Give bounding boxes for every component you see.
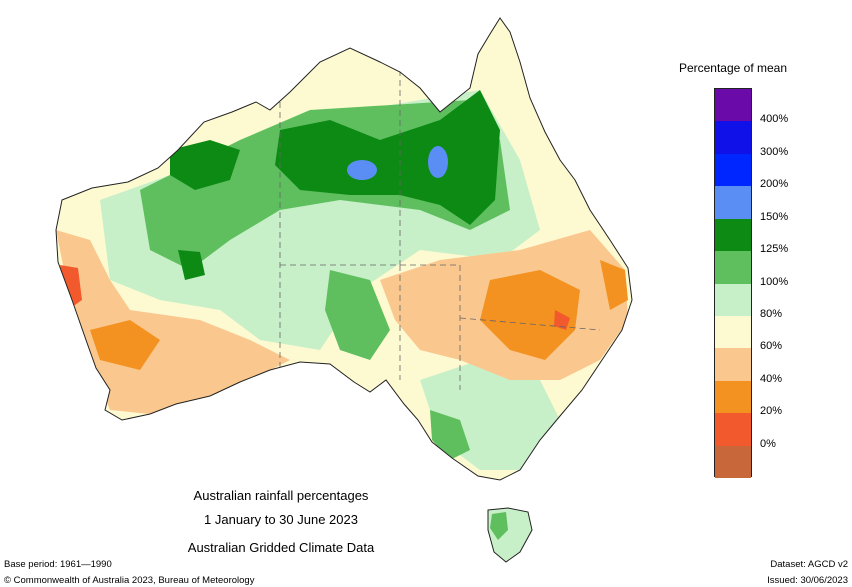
legend-label: 125%	[760, 243, 789, 256]
mainland-outline	[55, 17, 633, 481]
legend-label: 100%	[760, 275, 789, 288]
legend-label: 0%	[760, 437, 776, 450]
copyright: © Commonwealth of Australia 2023, Bureau…	[4, 575, 255, 586]
legend-label: 60%	[760, 340, 783, 353]
base-period: Base period: 1961—1990	[4, 559, 112, 570]
legend-label: 80%	[760, 307, 783, 320]
caption-title: Australian rainfall percentages	[193, 488, 369, 503]
legend-color-bar	[714, 88, 752, 479]
legend-swatch	[715, 251, 751, 284]
legend-swatch	[715, 153, 751, 187]
issued-date: Issued: 30/06/2023	[767, 575, 848, 586]
legend-swatch	[715, 186, 751, 220]
legend-label: 20%	[760, 405, 783, 418]
legend-swatch	[715, 380, 751, 414]
legend-swatch	[715, 89, 751, 122]
caption-dataset: Australian Gridded Climate Data	[187, 540, 375, 555]
legend-label: 150%	[760, 210, 789, 223]
legend-swatch	[715, 315, 751, 349]
legend-swatch	[715, 348, 751, 382]
legend-swatch	[715, 218, 751, 252]
legend-label: 300%	[760, 145, 789, 158]
legend-title: Percentage of mean	[678, 61, 788, 75]
legend-swatch	[715, 283, 751, 317]
caption-period: 1 January to 30 June 2023	[204, 512, 358, 527]
legend-swatch	[715, 445, 751, 479]
legend-swatch	[715, 121, 751, 155]
legend-swatch	[715, 413, 751, 447]
legend-label: 40%	[760, 372, 783, 385]
legend-label: 400%	[760, 113, 789, 126]
dataset-label: Dataset: AGCD v2	[770, 559, 848, 570]
legend-label: 200%	[760, 178, 789, 191]
